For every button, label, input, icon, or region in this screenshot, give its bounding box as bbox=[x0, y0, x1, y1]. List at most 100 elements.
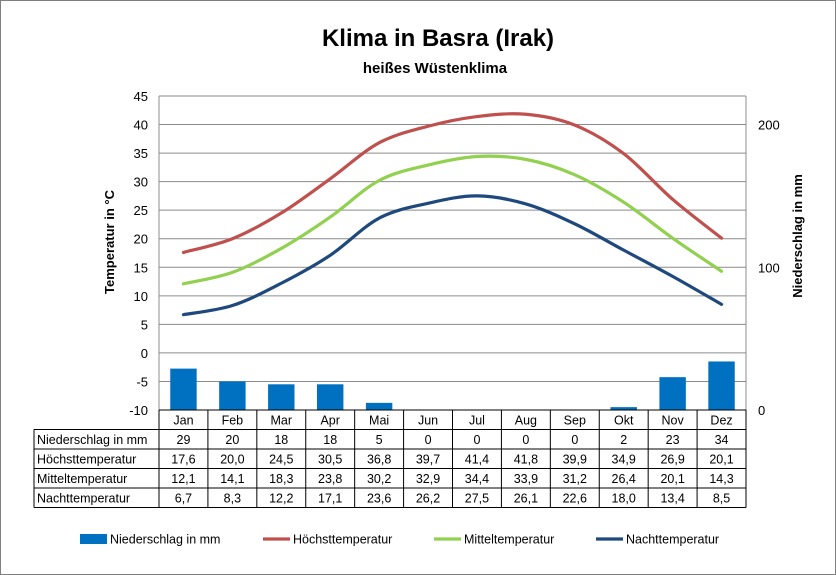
y-tick-label: 20 bbox=[134, 232, 148, 247]
table-cell: 18,0 bbox=[612, 492, 636, 506]
table-cell: 0 bbox=[425, 433, 432, 447]
table-cell: 17,6 bbox=[171, 453, 195, 467]
table-cell: 8,5 bbox=[713, 492, 730, 506]
precip-bar bbox=[365, 402, 393, 410]
table-cell: 36,8 bbox=[367, 453, 391, 467]
month-label: Mar bbox=[271, 414, 293, 428]
table-cell: 8,3 bbox=[224, 492, 241, 506]
table-cell: 12,2 bbox=[269, 492, 293, 506]
precip-bar bbox=[708, 361, 735, 410]
month-label: Jul bbox=[469, 414, 485, 428]
table-cell: 34,4 bbox=[465, 472, 489, 486]
table-cell: 22,6 bbox=[563, 492, 587, 506]
y-tick-label: 40 bbox=[134, 118, 148, 133]
table-cell: 20,1 bbox=[709, 453, 733, 467]
table-cell: 30,5 bbox=[318, 453, 342, 467]
gridlines bbox=[158, 95, 747, 411]
y2-tick-label: 100 bbox=[758, 260, 780, 275]
data-table: Jan Feb Mar Apr Mai Jun Jul Aug Sep Okt Nov Dez Nied… bbox=[33, 409, 747, 508]
y-tick-label: 30 bbox=[134, 175, 148, 190]
table-cell: 26,1 bbox=[514, 492, 538, 506]
table-cell: 24,5 bbox=[269, 453, 293, 467]
table-row-label: Mitteltemperatur bbox=[37, 472, 127, 486]
y-tick-label: -5 bbox=[136, 374, 148, 389]
y2-axis-title: Niederschlag in mm bbox=[790, 174, 805, 298]
table-cell: 6,7 bbox=[175, 492, 192, 506]
y2-axis-ticks: 200 100 0 bbox=[758, 118, 780, 418]
table-cell: 14,3 bbox=[709, 472, 733, 486]
table-cell: 23,6 bbox=[367, 492, 391, 506]
table-cell: 5 bbox=[376, 433, 383, 447]
precip-bar bbox=[610, 407, 637, 410]
table-cell: 29 bbox=[177, 433, 191, 447]
table-cell: 31,2 bbox=[563, 472, 587, 486]
y-axis-ticks: 45 40 35 30 25 20 15 10 5 0 -5 -10 bbox=[129, 89, 148, 418]
table-cell: 0 bbox=[522, 433, 529, 447]
precip-bar bbox=[219, 381, 246, 410]
table-cell: 23,8 bbox=[318, 472, 342, 486]
y-tick-label: -10 bbox=[129, 403, 148, 418]
table-cell: 39,9 bbox=[563, 453, 587, 467]
table-cell: 34,9 bbox=[612, 453, 636, 467]
month-label: Okt bbox=[614, 414, 634, 428]
month-label: Feb bbox=[222, 414, 244, 428]
table-cell: 20 bbox=[225, 433, 239, 447]
table-row-label: Niederschlag in mm bbox=[37, 433, 147, 447]
table-cell: 26,2 bbox=[416, 492, 440, 506]
table-cell: 27,5 bbox=[465, 492, 489, 506]
y-tick-label: 45 bbox=[134, 89, 148, 104]
table-cell: 18,3 bbox=[269, 472, 293, 486]
legend-label: Höchsttemperatur bbox=[293, 533, 392, 547]
y-tick-label: 5 bbox=[141, 317, 148, 332]
table-cell: 17,1 bbox=[318, 492, 342, 506]
y-tick-label: 35 bbox=[134, 146, 148, 161]
month-label: Mai bbox=[369, 414, 389, 428]
month-label: Jan bbox=[173, 414, 193, 428]
legend-label: Nachttemperatur bbox=[626, 533, 719, 547]
table-cell: 34 bbox=[715, 433, 729, 447]
table-cell: 26,4 bbox=[612, 472, 636, 486]
table-cell: 20,1 bbox=[660, 472, 684, 486]
table-cell: 39,7 bbox=[416, 453, 440, 467]
precipitation-bars bbox=[170, 361, 735, 410]
temperature-lines bbox=[181, 112, 724, 317]
table-cell: 0 bbox=[571, 433, 578, 447]
chart-title: Klima in Basra (Irak) bbox=[322, 25, 554, 52]
y2-tick-label: 0 bbox=[758, 403, 765, 418]
table-cell: 12,1 bbox=[171, 472, 195, 486]
table-row-label: Nachttemperatur bbox=[37, 492, 130, 506]
legend-label: Niederschlag in mm bbox=[110, 533, 220, 547]
table-cell: 0 bbox=[473, 433, 480, 447]
y2-tick-label: 200 bbox=[758, 118, 780, 133]
table-cell: 41,4 bbox=[465, 453, 489, 467]
y-tick-label: 15 bbox=[134, 260, 148, 275]
table-cell: 14,1 bbox=[220, 472, 244, 486]
legend-swatch-bar bbox=[80, 534, 107, 544]
table-cell: 26,9 bbox=[660, 453, 684, 467]
table-row-label: Höchsttemperatur bbox=[37, 453, 136, 467]
month-label: Apr bbox=[320, 414, 339, 428]
table-cell: 20,0 bbox=[220, 453, 244, 467]
precip-bar bbox=[268, 384, 295, 410]
month-label: Jun bbox=[418, 414, 438, 428]
y-tick-label: 10 bbox=[134, 289, 148, 304]
precip-bar bbox=[659, 377, 686, 410]
chart-subtitle: heißes Wüstenklima bbox=[363, 60, 508, 77]
line-nachttemperatur bbox=[181, 194, 724, 317]
table-cell: 30,2 bbox=[367, 472, 391, 486]
y-tick-label: 0 bbox=[141, 346, 148, 361]
line-höchsttemperatur bbox=[181, 112, 724, 255]
chart-legend: Niederschlag in mm Höchsttemperatur Mittel… bbox=[80, 533, 719, 547]
table-cell: 2 bbox=[620, 433, 627, 447]
precip-bar bbox=[170, 368, 197, 410]
line-mitteltemperatur bbox=[181, 154, 724, 286]
month-label: Nov bbox=[662, 414, 685, 428]
y-tick-label: 25 bbox=[134, 203, 148, 218]
month-label: Sep bbox=[564, 414, 586, 428]
legend-label: Mitteltemperatur bbox=[464, 533, 554, 547]
table-cell: 18 bbox=[274, 433, 288, 447]
precip-bar bbox=[317, 384, 344, 410]
table-cell: 18 bbox=[323, 433, 337, 447]
month-label: Aug bbox=[515, 414, 537, 428]
